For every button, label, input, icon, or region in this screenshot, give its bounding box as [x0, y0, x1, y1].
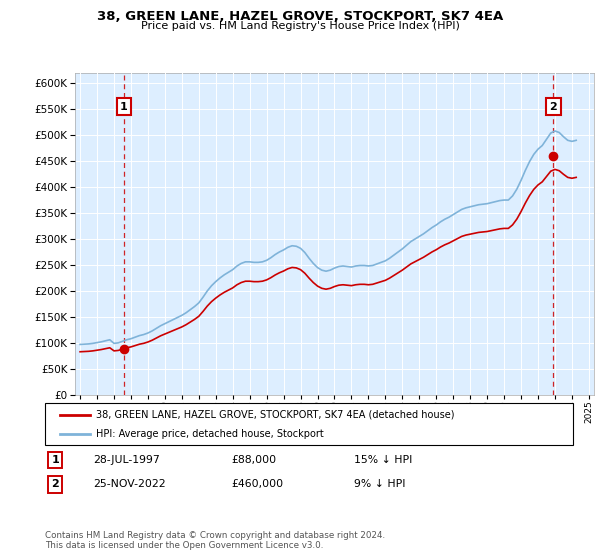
Text: Contains HM Land Registry data © Crown copyright and database right 2024.
This d: Contains HM Land Registry data © Crown c…: [45, 531, 385, 550]
Text: 2: 2: [550, 101, 557, 111]
Text: 2: 2: [52, 479, 59, 489]
Text: Price paid vs. HM Land Registry's House Price Index (HPI): Price paid vs. HM Land Registry's House …: [140, 21, 460, 31]
Text: £88,000: £88,000: [231, 455, 276, 465]
Text: 38, GREEN LANE, HAZEL GROVE, STOCKPORT, SK7 4EA (detached house): 38, GREEN LANE, HAZEL GROVE, STOCKPORT, …: [96, 409, 455, 419]
Text: £460,000: £460,000: [231, 479, 283, 489]
Text: 1: 1: [120, 101, 128, 111]
Text: 38, GREEN LANE, HAZEL GROVE, STOCKPORT, SK7 4EA: 38, GREEN LANE, HAZEL GROVE, STOCKPORT, …: [97, 10, 503, 23]
Text: 1: 1: [52, 455, 59, 465]
Text: 28-JUL-1997: 28-JUL-1997: [93, 455, 160, 465]
Text: 25-NOV-2022: 25-NOV-2022: [93, 479, 166, 489]
Text: 15% ↓ HPI: 15% ↓ HPI: [354, 455, 412, 465]
Text: 9% ↓ HPI: 9% ↓ HPI: [354, 479, 406, 489]
Text: HPI: Average price, detached house, Stockport: HPI: Average price, detached house, Stoc…: [96, 429, 324, 439]
